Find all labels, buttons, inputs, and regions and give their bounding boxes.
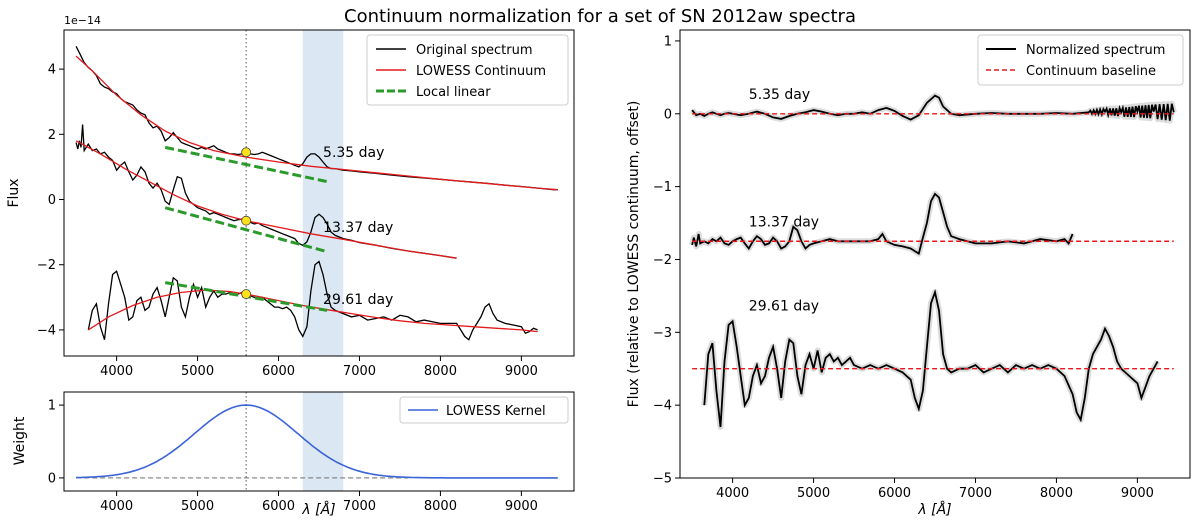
spectra-ytick-label: 4	[48, 63, 56, 78]
normalized-xtick-label: 9000	[1121, 486, 1154, 501]
normalized-ytick-label: −5	[653, 472, 672, 487]
epoch-label: 29.61 day	[749, 298, 819, 314]
normalized-xtick-label: 6000	[878, 486, 911, 501]
reference-point-marker	[241, 215, 252, 226]
spectra-xtick-label: 9000	[505, 364, 538, 379]
normalized-ytick-label: 1	[664, 34, 672, 49]
normalized-ytick-label: −2	[653, 253, 672, 268]
normalized-xtick-label: 8000	[1040, 486, 1073, 501]
normalized-axes-frame	[679, 29, 1191, 479]
normalized-spectrum-line	[703, 288, 1159, 428]
legend-normalized-label: Normalized spectrum	[1026, 43, 1165, 58]
normalized-xtick-label: 7000	[959, 486, 992, 501]
reference-point-marker	[241, 289, 252, 299]
kernel-y-label: Weight	[12, 416, 28, 465]
epoch-label: 29.61 day	[323, 292, 393, 308]
kernel-highlight-band	[302, 392, 344, 491]
spectra-legend: Original spectrum LOWESS Continuum Local…	[366, 34, 569, 106]
normalized-x-axis: 4000 5000 6000 7000 8000 9000	[716, 478, 1154, 501]
normalized-y-axis: −5 −4 −3 −2 −1 0 1	[653, 34, 680, 487]
legend-original-label: Original spectrum	[416, 43, 533, 58]
lowess-continuum-line	[75, 55, 558, 191]
local-linear-line	[164, 145, 328, 184]
normalized-ytick-label: −4	[653, 399, 672, 414]
kernel-xtick-label: 9000	[505, 499, 538, 514]
normalized-ytick-label: −3	[653, 326, 672, 341]
legend-lowess-label: LOWESS Continuum	[416, 64, 546, 79]
lowess-kernel-line	[76, 404, 558, 479]
kernel-xtick-label: 5000	[181, 499, 214, 514]
spectra-xtick-label: 7000	[343, 364, 376, 379]
epoch-label: 5.35 day	[749, 87, 810, 103]
kernel-ytick-label: 1	[48, 399, 56, 414]
epoch-label: 5.35 day	[323, 145, 384, 161]
kernel-legend: LOWESS Kernel	[399, 396, 569, 424]
kernel-xtick-label: 8000	[424, 499, 457, 514]
kernel-xtick-label: 6000	[262, 499, 295, 514]
spectra-ytick-label: 0	[48, 193, 56, 208]
epoch-label: 13.37 day	[749, 215, 819, 231]
kernel-xtick-label: 4000	[100, 499, 133, 514]
kernel-ytick-label: 0	[48, 471, 56, 486]
normalized-xtick-label: 4000	[716, 486, 749, 501]
spectra-xtick-label: 4000	[100, 364, 133, 379]
legend-baseline-label: Continuum baseline	[1026, 64, 1156, 79]
lowess-continuum-line	[75, 140, 457, 259]
normalized-y-label: Flux (relative to LOWESS continuum, offs…	[626, 101, 642, 408]
legend-linear-label: Local linear	[416, 85, 491, 100]
spectra-axes-frame	[63, 29, 575, 357]
kernel-xtick-label: 7000	[343, 499, 376, 514]
kernel-y-axis: 01	[48, 399, 64, 486]
normalized-spectrum-line	[691, 192, 1074, 256]
spectra-ytick-label: −2	[37, 258, 56, 273]
normalized-legend: Normalized spectrum Continuum baseline	[977, 34, 1184, 86]
legend-kernel-label: LOWESS Kernel	[446, 404, 546, 419]
normalized-xtick-label: 5000	[797, 486, 830, 501]
spectra-y-label: Flux	[6, 178, 22, 207]
normalized-x-label: λ [Å]	[917, 501, 951, 518]
spectra-panel: 4000 5000 6000 7000 8000 9000 −4 −2 0 2 4 Flux 1e…	[6, 14, 575, 379]
spectra-xtick-label: 8000	[424, 364, 457, 379]
spectra-ytick-label: 2	[48, 128, 56, 143]
kernel-panel: 4000 5000 6000 7000 8000 9000 01 Weight λ [Å]…	[12, 391, 575, 518]
reference-point-marker	[241, 147, 252, 158]
spectra-y-axis: −4 −2 0 2 4	[37, 63, 64, 338]
normalized-ytick-label: 0	[664, 107, 672, 122]
spectra-x-axis: 4000 5000 6000 7000 8000 9000	[100, 356, 538, 379]
normalized-spectrum-line	[691, 94, 1175, 121]
kernel-x-label: λ [Å]	[301, 501, 335, 518]
normalized-ytick-label: −1	[653, 180, 672, 195]
spectra-ytick-label: −4	[37, 323, 56, 338]
spectra-y-scale: 1e−14	[64, 14, 101, 27]
kernel-x-axis: 4000 5000 6000 7000 8000 9000	[100, 491, 538, 514]
spectra-xtick-label: 5000	[181, 364, 214, 379]
spectra-xtick-label: 6000	[262, 364, 295, 379]
normalized-panel: 4000 5000 6000 7000 8000 9000 −5 −4 −3 −2 −1 0 1 Fl…	[626, 29, 1191, 518]
local-linear-line	[164, 206, 328, 254]
original-spectrum-line	[75, 124, 457, 259]
kernel-axes-frame	[63, 391, 575, 492]
epoch-label: 13.37 day	[323, 220, 393, 236]
original-spectrum-line	[87, 260, 538, 341]
figure-title: Continuum normalization for a set of SN …	[344, 6, 856, 27]
